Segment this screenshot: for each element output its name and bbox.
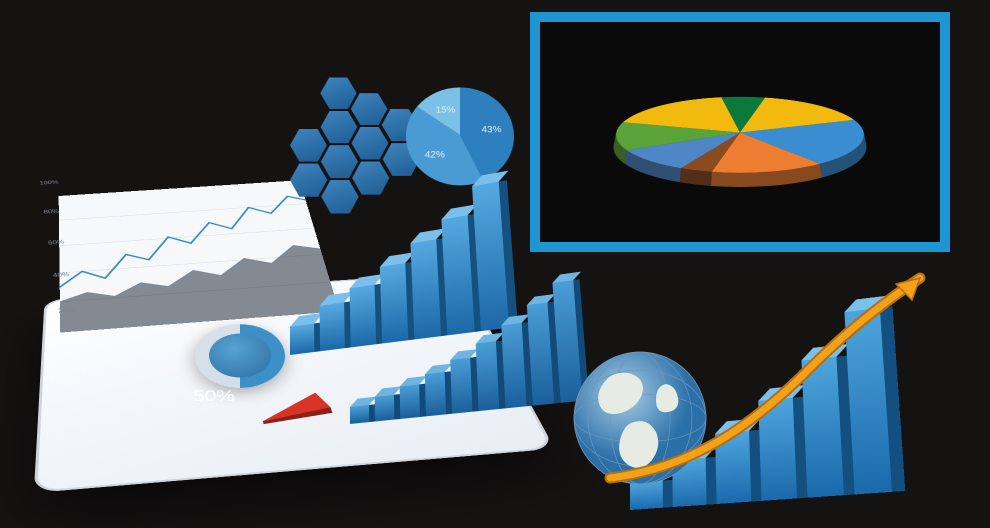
bar [758, 398, 797, 501]
globe-icon [570, 348, 710, 488]
bar [450, 358, 472, 414]
hexagon-icon [351, 93, 388, 125]
bar [375, 395, 395, 422]
pie-slice-label: 15% [436, 104, 456, 114]
hexagon-icon [290, 129, 327, 161]
bar [350, 405, 369, 424]
bar [290, 323, 314, 355]
bar [527, 302, 554, 405]
bar [476, 341, 500, 411]
ytick: 40% [52, 271, 74, 279]
hexagon-icon [352, 162, 390, 195]
bar [844, 308, 892, 494]
bar [715, 431, 751, 504]
pie-slice-label: 42% [425, 149, 445, 160]
ytick: 60% [48, 238, 69, 245]
bar [400, 384, 420, 419]
bar [801, 357, 843, 498]
growth-composite [570, 268, 930, 518]
bar [501, 323, 526, 409]
pie-slice-label: 43% [481, 124, 501, 135]
framed-pie-chart [530, 12, 950, 252]
progress-gauge: 50% [193, 324, 286, 388]
hexagon-icon [320, 111, 357, 143]
gauge-label: 50% [192, 388, 234, 406]
hexagon-icon [320, 77, 357, 109]
bar [320, 302, 345, 351]
ytick: 100% [39, 179, 58, 185]
hexagon-icon [351, 127, 389, 159]
hexagon-icon [321, 145, 359, 178]
ytick: 80% [43, 208, 63, 215]
bar [425, 372, 446, 416]
